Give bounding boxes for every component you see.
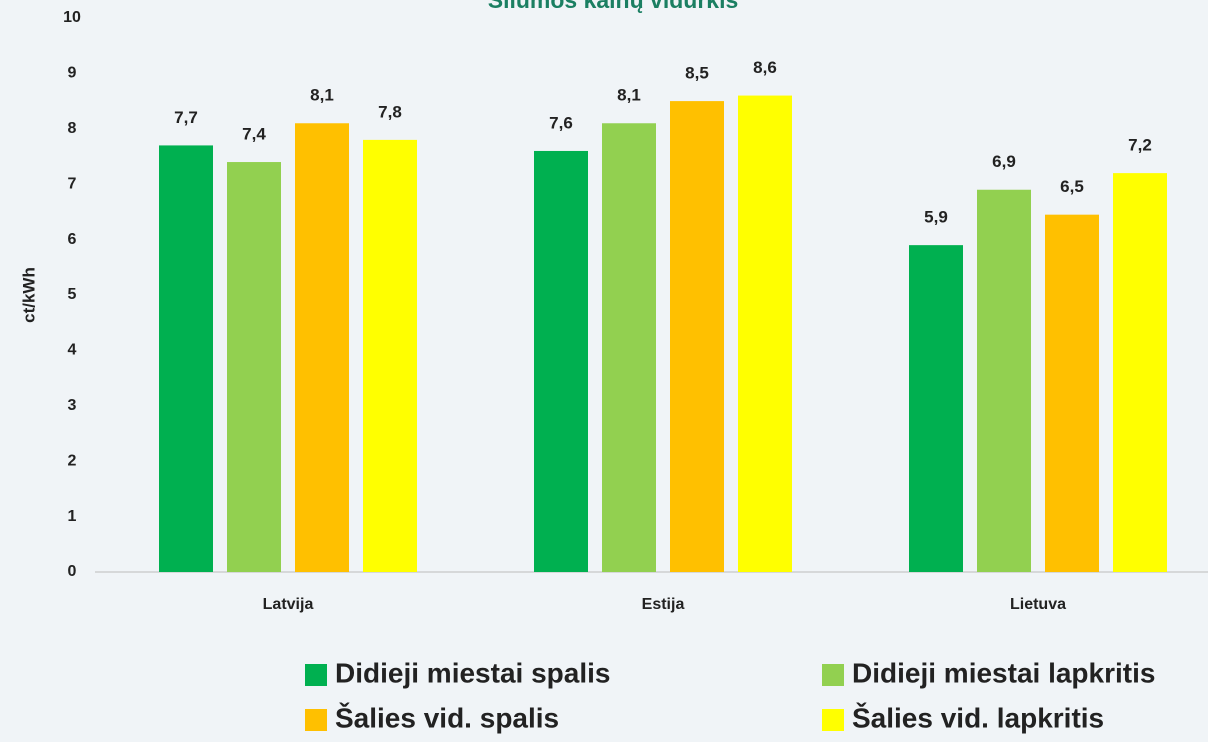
data-label: 8,1 bbox=[617, 86, 641, 105]
legend-swatch bbox=[305, 664, 327, 686]
x-tick-label: Latvija bbox=[263, 596, 314, 613]
legend-label: Šalies vid. spalis bbox=[335, 701, 559, 733]
y-tick-label: 7 bbox=[68, 175, 77, 192]
data-label: 6,5 bbox=[1060, 177, 1084, 196]
y-tick-label: 1 bbox=[68, 508, 77, 525]
data-label: 7,7 bbox=[174, 108, 198, 127]
bar bbox=[670, 101, 724, 572]
legend-label: Didieji miestai spalis bbox=[335, 657, 610, 688]
bar bbox=[1113, 173, 1167, 572]
data-label: 8,1 bbox=[310, 86, 334, 105]
legend-swatch bbox=[822, 664, 844, 686]
y-tick-label: 10 bbox=[63, 9, 81, 26]
bar bbox=[602, 123, 656, 572]
data-label: 8,6 bbox=[753, 58, 777, 77]
y-tick-label: 5 bbox=[68, 286, 77, 303]
y-tick-label: 0 bbox=[68, 563, 77, 580]
chart-title: Šilumos kainų vidurkis bbox=[488, 0, 739, 13]
legend-label: Didieji miestai lapkritis bbox=[852, 657, 1155, 688]
bar bbox=[534, 150, 588, 572]
bar bbox=[909, 245, 963, 572]
y-tick-label: 4 bbox=[68, 342, 77, 359]
data-label: 6,9 bbox=[992, 152, 1016, 171]
y-tick-label: 9 bbox=[68, 65, 77, 82]
legend-swatch bbox=[822, 709, 844, 731]
bar bbox=[977, 189, 1031, 573]
data-label: 7,8 bbox=[378, 102, 402, 121]
bar bbox=[363, 139, 417, 572]
y-tick-label: 2 bbox=[68, 452, 77, 469]
data-label: 7,2 bbox=[1128, 136, 1152, 155]
y-tick-label: 8 bbox=[68, 120, 77, 137]
bar bbox=[738, 95, 792, 572]
x-tick-label: Lietuva bbox=[1010, 596, 1066, 613]
bar bbox=[1045, 214, 1099, 573]
y-tick-label: 6 bbox=[68, 231, 77, 248]
data-label: 7,4 bbox=[242, 125, 266, 144]
legend-swatch bbox=[305, 709, 327, 731]
bar bbox=[159, 145, 213, 573]
data-label: 5,9 bbox=[924, 208, 948, 227]
data-label: 7,6 bbox=[549, 113, 573, 132]
y-tick-label: 3 bbox=[68, 397, 77, 414]
y-axis-label: ct/kWh bbox=[19, 267, 38, 323]
legend-label: Šalies vid. lapkritis bbox=[852, 701, 1104, 733]
bar bbox=[227, 162, 281, 573]
x-tick-label: Estija bbox=[642, 596, 685, 613]
data-label: 8,5 bbox=[685, 64, 709, 83]
bar bbox=[295, 123, 349, 572]
